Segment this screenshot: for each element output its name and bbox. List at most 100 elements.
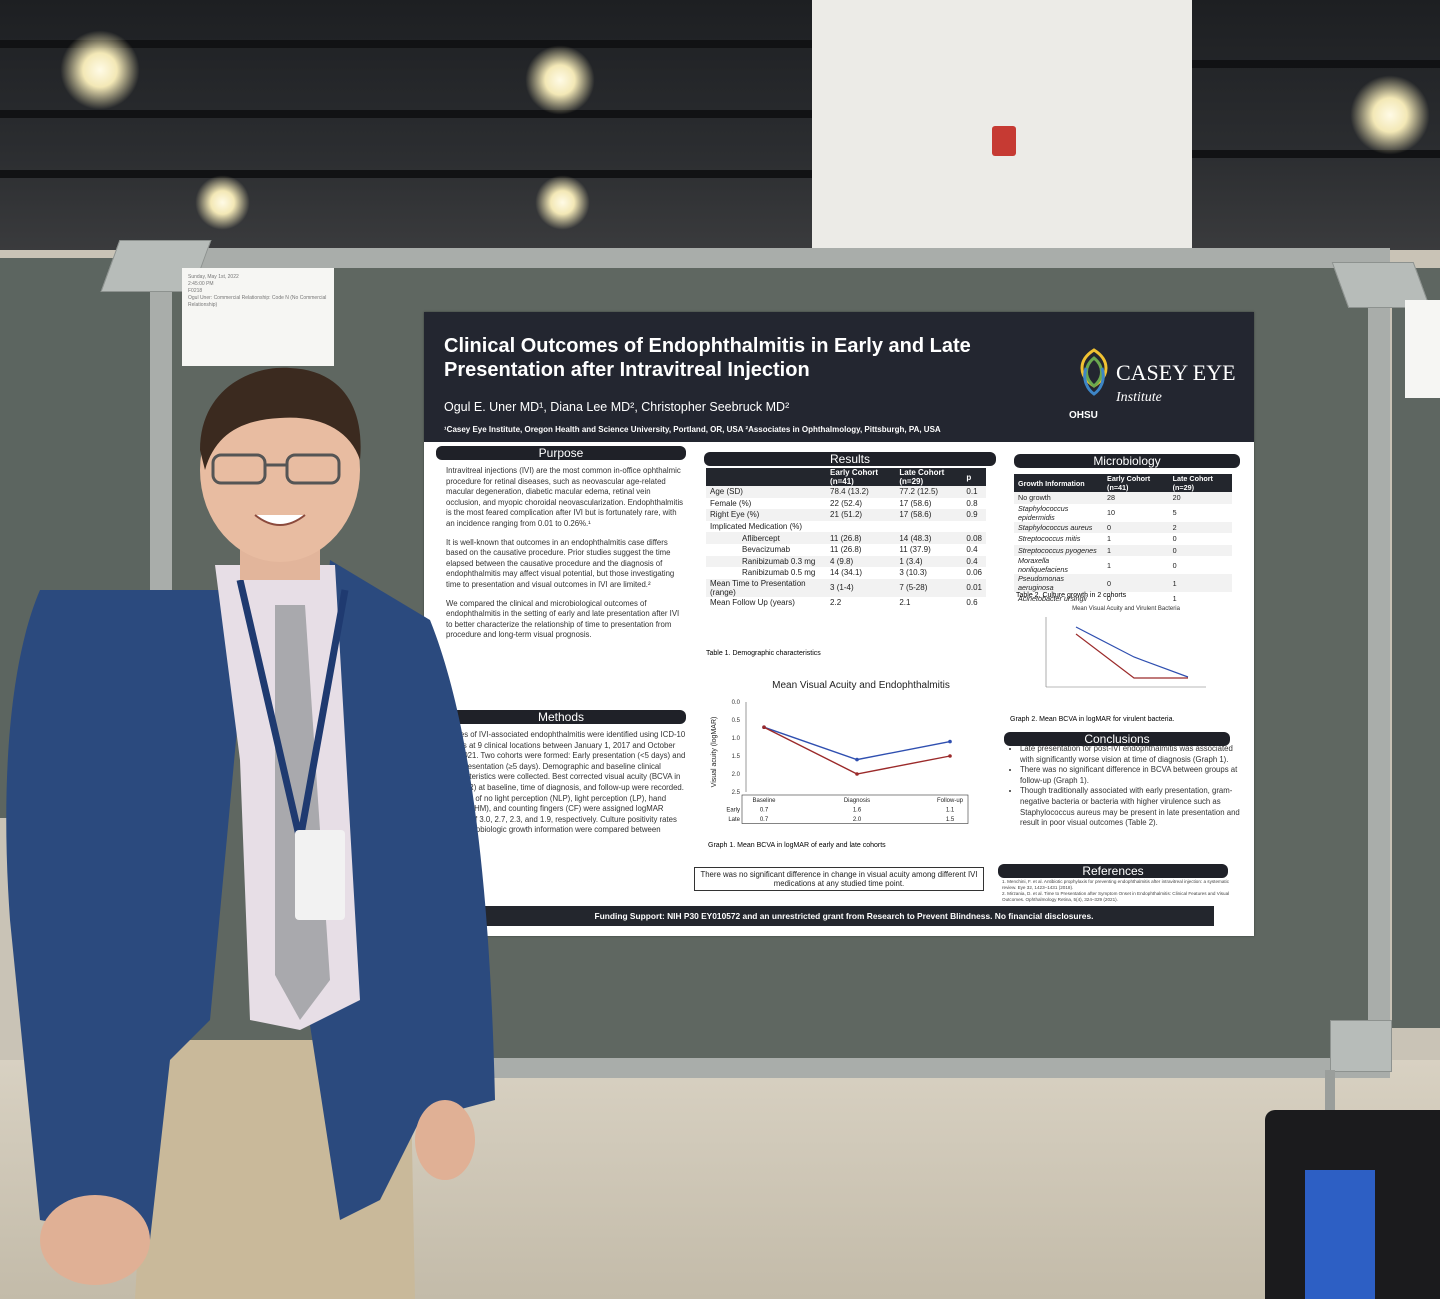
table-header-row: Growth Information Early Cohort (n=41) L…	[1014, 474, 1232, 492]
neighbor-note	[1405, 300, 1440, 398]
graph-table-label: Baseline	[752, 798, 776, 804]
table-cell: 1	[1107, 560, 1112, 570]
ceiling-light	[195, 175, 250, 230]
table-cell: Streptococcus mitis	[1018, 534, 1081, 544]
note-time: 2:45:00 PM	[188, 281, 214, 287]
table-header-cell: Early Cohort (n=41)	[826, 468, 896, 486]
ceiling-light	[525, 45, 595, 115]
table-row: Aflibercept 11 (26.8) 14 (48.3) 0.08	[706, 532, 986, 544]
table-cell: 5	[1172, 508, 1177, 518]
results-table: Early Cohort (n=41) Late Cohort (n=29) p…	[706, 468, 986, 608]
graph1-yticks: 0.0 0.5 1.0 1.5 2.0 2.5	[732, 700, 747, 796]
conclusions-heading: Conclusions	[1004, 732, 1230, 746]
table-cell: 22 (52.4)	[830, 498, 863, 508]
ceiling-light	[1350, 75, 1430, 155]
graph2-title: Mean Visual Acuity and Virulent Bacteria	[1072, 606, 1180, 612]
table-row: Female (%) 22 (52.4) 17 (58.6) 0.8	[706, 498, 986, 510]
table-cell: 0.01	[962, 578, 986, 597]
reference: 1. Menchini, F. et al. Antibiotic prophy…	[1002, 879, 1229, 890]
table-cell: Moraxella nonliquefaciens	[1018, 556, 1068, 575]
data-point	[948, 754, 952, 758]
table-cell: 2	[1168, 521, 1232, 534]
table-cell: 0	[1103, 521, 1169, 534]
purpose-paragraph: We compared the clinical and microbiolog…	[446, 598, 680, 640]
table-cell: 1	[1103, 544, 1169, 557]
references-text: 1. Menchini, F. et al. Antibiotic prophy…	[1002, 879, 1232, 903]
purpose-heading: Purpose	[436, 446, 686, 460]
graph-table-label: Diagnosis	[844, 798, 870, 804]
microbiology-table: Growth Information Early Cohort (n=41) L…	[1014, 474, 1232, 604]
board-note: Sunday, May 1st, 2022 2:45:00 PM F0218 O…	[182, 268, 334, 366]
table2-caption: Table 2. Culture growth in 2 cohorts	[1016, 592, 1127, 599]
table-cell: Ranibizumab 0.3 mg	[706, 555, 827, 568]
table-cell: 7 (5-28)	[895, 578, 963, 597]
results-heading: Results	[704, 452, 996, 466]
table-row: Staphylococcus epidermidis 10 5	[1014, 504, 1232, 522]
table-cell: Streptococcus pyogenes	[1014, 544, 1104, 557]
purpose-text: Intravitreal injections (IVI) are the mo…	[446, 466, 686, 641]
table-cell: 2.1	[899, 598, 911, 608]
table-header-cell: p	[962, 468, 986, 486]
table-row: Implicated Medication (%)	[706, 521, 986, 533]
table-cell	[895, 521, 962, 533]
table-row: Streptococcus pyogenes 1 0	[1014, 544, 1232, 557]
y-tick-label: 1.0	[732, 736, 741, 742]
table-cell: 0	[1172, 534, 1177, 544]
graph1-series	[762, 725, 952, 776]
y-tick-label: 2.0	[732, 772, 741, 778]
table-cell: 3 (1-4)	[826, 578, 896, 597]
table-cell: 0	[1168, 544, 1232, 557]
y-tick-label: 0.0	[732, 700, 741, 706]
ceiling-beam	[0, 110, 820, 118]
poster-affiliations: ¹Casey Eye Institute, Oregon Health and …	[444, 425, 941, 434]
table-cell: 1	[1107, 534, 1112, 544]
table-header-cell: Late Cohort (n=29)	[895, 468, 963, 486]
table-cell: Staphylococcus epidermidis	[1018, 503, 1069, 522]
list-item: There was no significant difference in B…	[1020, 765, 1246, 786]
ohsu-label: OHSU	[1069, 410, 1098, 421]
graph1-title: Mean Visual Acuity and Endophthalmitis	[772, 680, 950, 691]
table1-caption: Table 1. Demographic characteristics	[706, 650, 821, 657]
ceiling-beam	[1190, 150, 1440, 158]
graph-table-label: 0.7	[760, 808, 769, 814]
graph1-data-table: Baseline 0.7 0.7 Diagnosis 1.6 2.0 Follow-up 1.…	[726, 794, 969, 824]
table-cell: 1	[1172, 593, 1177, 603]
table-row: Pseudomonas aeruginosa 0 1	[1014, 574, 1232, 593]
table-cell: Acinetobacter ursingii	[1018, 593, 1087, 603]
table-header-row: Early Cohort (n=41) Late Cohort (n=29) p	[706, 468, 986, 486]
list-item: Late presentation for post-IVI endophtha…	[1020, 744, 1246, 765]
table-cell: 0.1	[962, 486, 986, 498]
table-cell	[826, 521, 895, 533]
table-cell: 0	[1172, 560, 1177, 570]
table-row: Bevacizumab 11 (26.8) 11 (37.9) 0.4	[706, 544, 986, 556]
table-cell: 0.08	[962, 532, 986, 544]
table-row: Mean Time to Presentation (range) 3 (1-4)…	[706, 578, 986, 597]
table-cell: Bevacizumab	[742, 545, 791, 555]
ceiling-beam	[1190, 60, 1440, 68]
table-cell: 11 (37.9)	[899, 545, 931, 555]
methods-text: Cases of IVI-associated endophthalmitis …	[446, 730, 686, 845]
table-cell: 17 (58.6)	[895, 509, 963, 521]
graph-table-label: 1.5	[946, 817, 955, 823]
purpose-paragraph: It is well-known that outcomes in an end…	[446, 537, 675, 589]
casey-eye-logo-icon	[1080, 348, 1108, 396]
brand-sub: Institute	[1116, 390, 1162, 405]
table-cell: Right Eye (%)	[706, 509, 827, 521]
note-date: Sunday, May 1st, 2022	[188, 274, 239, 280]
graph-table-label: Early	[726, 808, 740, 814]
table-row: Right Eye (%) 21 (51.2) 17 (58.6) 0.9	[706, 509, 986, 521]
table-cell: Implicated Medication (%)	[710, 522, 803, 532]
table-header-cell: Growth Information	[1014, 474, 1104, 492]
table-cell: 0	[1103, 574, 1169, 593]
graph1-ylabel: Visual acuity (logMAR)	[711, 717, 718, 788]
graph-table-label: 0.7	[760, 817, 769, 823]
table-row: Streptococcus mitis 1 0	[1014, 533, 1232, 545]
table-cell: 17 (58.6)	[899, 498, 932, 508]
table-row: Ranibizumab 0.3 mg 4 (9.8) 1 (3.4) 0.4	[706, 555, 986, 568]
table-cell: 14 (48.3)	[895, 532, 963, 544]
data-point	[855, 757, 859, 762]
table-cell: Mean Time to Presentation (range)	[706, 578, 827, 597]
table-cell: 3 (10.3)	[899, 568, 927, 578]
table-row: Ranibizumab 0.5 mg 14 (34.1) 3 (10.3) 0.06	[706, 567, 986, 579]
microbiology-heading: Microbiology	[1014, 454, 1240, 468]
